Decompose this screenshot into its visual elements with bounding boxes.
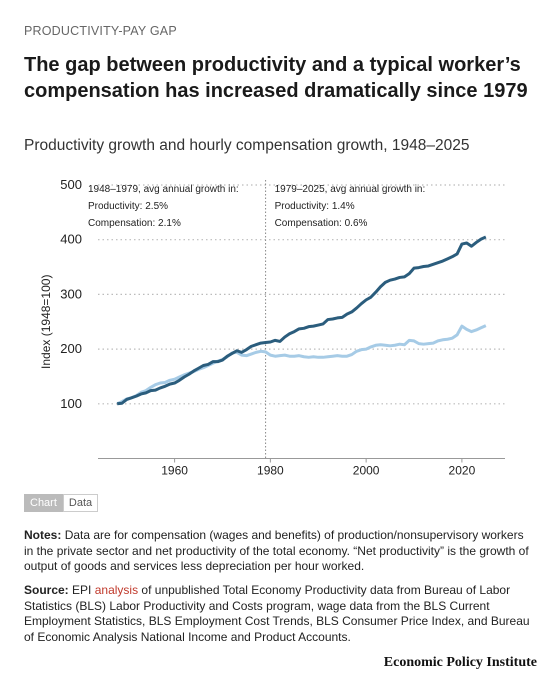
notes-label: Notes:	[24, 528, 62, 542]
y-tick-label: 100	[60, 396, 82, 411]
source-text: EPI	[72, 583, 92, 597]
chart-title: The gap between productivity and a typic…	[24, 54, 528, 102]
tabs: Chart Data	[24, 494, 99, 512]
y-axis-label: Index (1948=100)	[39, 275, 53, 369]
annotation: Productivity: 2.5%	[88, 201, 168, 212]
series-line	[116, 235, 487, 406]
source: Source: EPI analysis of unpublished Tota…	[24, 583, 536, 645]
x-tick-label: 2000	[353, 464, 380, 478]
chart-tab[interactable]: Chart	[24, 494, 63, 512]
y-tick-label: 300	[60, 286, 82, 301]
y-tick-label: 500	[60, 177, 82, 192]
y-tick-label: 200	[60, 341, 82, 356]
annotation: Compensation: 0.6%	[275, 218, 368, 229]
series-line	[116, 324, 487, 406]
x-tick-label: 2020	[449, 464, 476, 478]
source-text: of unpublished Total Economy Productivit…	[24, 583, 530, 644]
chart-subtitle: Productivity growth and hourly compensat…	[24, 137, 470, 154]
annotation: 1979–2025, avg annual growth in:	[275, 184, 426, 195]
x-tick-label: 1980	[257, 464, 284, 478]
chart: 100 200 300 400 500 1960 1980 2000 2020 Index (19…	[39, 177, 505, 478]
brand: Economic Policy Institute	[383, 655, 537, 670]
source-label: Source:	[24, 583, 69, 597]
annotation: Compensation: 2.1%	[88, 218, 181, 229]
annotation: Productivity: 1.4%	[275, 201, 355, 212]
notes: Notes: Data are for compensation (wages …	[24, 528, 536, 575]
notes-text: Data are for compensation (wages and ben…	[24, 528, 529, 573]
annotation: 1948–1979, avg annual growth in:	[88, 184, 239, 195]
y-tick-label: 400	[60, 232, 82, 247]
kicker: PRODUCTIVITY-PAY GAP	[24, 24, 177, 38]
source-link[interactable]: analysis	[94, 583, 139, 597]
x-tick-label: 1960	[161, 464, 188, 478]
data-tab[interactable]: Data	[62, 494, 99, 512]
